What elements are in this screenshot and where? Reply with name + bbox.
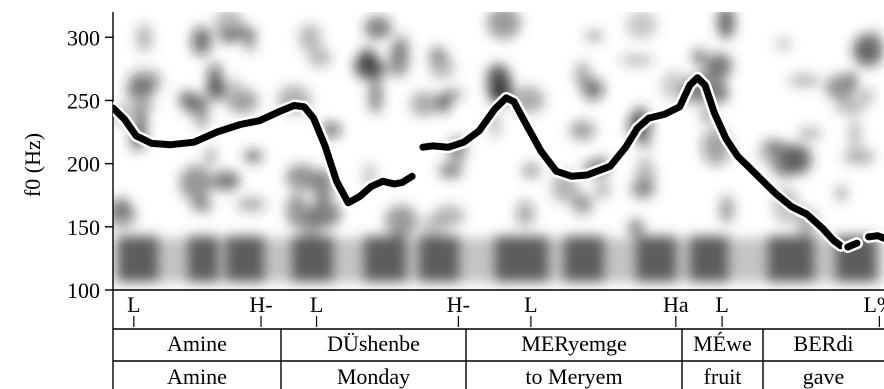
spectrogram-blob (420, 214, 446, 240)
spectrogram-blob (869, 28, 881, 51)
spectrogram-blob (410, 91, 438, 117)
spectrogram-blob (846, 70, 857, 88)
spectrogram-blob (836, 185, 847, 202)
y-axis: 100 150 200 250 300 (67, 25, 113, 303)
spectrogram-blob (208, 62, 222, 93)
spectrogram-blob (312, 168, 334, 204)
spectrogram-voicing-bar (113, 238, 884, 282)
word-cell: MERyemge (521, 331, 626, 356)
spectrogram-blob (236, 197, 267, 212)
spectrogram-blob (486, 12, 521, 40)
spectrogram-blob (848, 119, 861, 150)
spectrogram-blob (582, 77, 604, 101)
y-tick-label: 300 (67, 25, 100, 50)
gloss-tier: Amine Monday to Meryem fruit gave (112, 360, 884, 389)
spectrogram-blob (719, 195, 734, 225)
pitch-track-line (844, 239, 861, 251)
spectrogram-blob (394, 33, 410, 55)
tone-label: L (310, 292, 323, 317)
word-cell: DÜshenbe (327, 331, 420, 356)
spectrogram-blob (438, 163, 463, 178)
y-tick-label: 250 (67, 88, 100, 113)
spectrogram-blob (212, 171, 241, 191)
spectrogram-blob (799, 127, 821, 140)
spectrogram-blob (243, 28, 257, 52)
spectrogram-blob (843, 149, 876, 165)
y-axis-title: f0 (Hz) (20, 133, 45, 197)
spectrogram-blob (628, 219, 645, 236)
spectrogram-blob (368, 78, 383, 114)
spectrogram-blob (228, 76, 242, 92)
spectrogram-blob (177, 91, 199, 104)
gloss-cell: gave (803, 364, 845, 389)
spectrogram-blob (625, 12, 657, 39)
spectrogram-blob (226, 88, 259, 114)
word-cell: MÉwe (693, 331, 752, 356)
spectrogram-blob (692, 48, 707, 66)
gloss-cell: fruit (704, 364, 742, 389)
spectrogram-blob (125, 81, 155, 102)
spectrogram-blob (755, 147, 790, 165)
pitch-track (113, 71, 884, 253)
spectrogram-blob (717, 12, 735, 39)
spectrogram-blob (205, 146, 216, 166)
spectrogram-blob (834, 98, 866, 115)
gloss-cell: Monday (337, 364, 410, 389)
y-tick-label: 200 (67, 152, 100, 177)
spectrogram-blob (436, 92, 451, 113)
spectrogram-blob (516, 200, 534, 228)
spectrogram-blob (788, 74, 821, 87)
spectrogram-background (113, 12, 884, 282)
gloss-cell: to Meryem (525, 364, 622, 389)
spectrogram-blob (384, 204, 418, 238)
tone-label: L (127, 292, 140, 317)
spectrogram-blob (776, 38, 791, 50)
spectrogram-blob (585, 31, 603, 42)
spectrogram-blob (179, 165, 213, 201)
spectrogram-blob (569, 120, 596, 141)
y-tick-label: 150 (67, 215, 100, 240)
spectrogram-blob (298, 23, 322, 52)
word-cell: BERdi (794, 331, 854, 356)
tone-label: L (715, 292, 728, 317)
spectrogram-blob (220, 30, 238, 42)
word-tier: Amine DÜshenbe MERyemge MÉwe BERdi (112, 328, 884, 361)
pitch-track-line (865, 232, 884, 242)
spectrogram-blob (353, 52, 382, 80)
spectrogram-blob (129, 99, 155, 114)
plot-frame (112, 12, 884, 291)
spectrogram-blob (860, 89, 874, 103)
y-tick-label: 100 (67, 278, 100, 303)
spectrogram-blob (428, 55, 455, 80)
spectrogram-blob (446, 88, 463, 101)
spectrogram-blob (619, 55, 654, 66)
spectrogram-blob (594, 180, 611, 199)
tone-label: L (524, 292, 537, 317)
tone-label: H- (249, 292, 272, 317)
spectrogram-blob (191, 26, 212, 56)
tone-tier: L H- L H- L Ha L L% (112, 290, 884, 329)
spectrogram-blob (136, 23, 153, 53)
tone-label: L% (863, 292, 884, 317)
tone-label: H- (447, 292, 470, 317)
pitch-track-line (113, 102, 416, 207)
spectrogram-blob (113, 204, 137, 229)
tone-label: Ha (663, 292, 689, 317)
spectrogram-blob (635, 156, 656, 191)
spectrogram-blob (321, 122, 342, 138)
gloss-cell: Amine (167, 364, 227, 389)
spectrogram-blob (308, 47, 332, 67)
spectrogram-blob (243, 150, 263, 163)
spectrogram-blob (285, 163, 318, 191)
spectrogram-blob (363, 16, 392, 40)
spectrogram-blob (571, 192, 594, 215)
word-cell: Amine (167, 331, 227, 356)
spectrogram-blob (307, 200, 342, 228)
pitch-track-line (419, 74, 845, 250)
spectrogram-blob (523, 163, 540, 178)
spectrogram-blob (191, 198, 213, 212)
